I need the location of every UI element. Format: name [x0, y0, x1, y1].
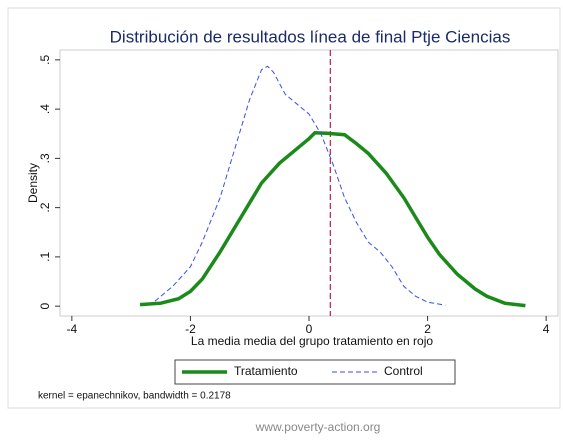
y-tick-label: 0 [38, 302, 52, 309]
chart-title: Distribución de resultados línea de fina… [110, 27, 511, 46]
y-tick-label: .4 [38, 104, 52, 114]
note: kernel = epanechnikov, bandwidth = 0.217… [38, 391, 231, 402]
x-tick-label: -4 [67, 322, 78, 336]
plot-area [59, 49, 559, 317]
x-axis-label: La media media del grupo tratamiento en … [191, 334, 433, 348]
y-axis-label: Density [26, 163, 40, 203]
density-line [154, 65, 446, 306]
y-tick-label: .2 [38, 202, 52, 212]
x-tick-label: 0 [306, 322, 313, 336]
x-tick-label: 2 [424, 322, 431, 336]
x-tick-label: 4 [543, 322, 550, 336]
x-tick-label: -2 [185, 322, 196, 336]
source: www.poverty-action.org [255, 420, 381, 434]
y-tick-label: .1 [38, 252, 52, 262]
legend-label: Control [384, 364, 423, 378]
legend-label: Tratamiento [234, 364, 298, 378]
y-tick-label: .5 [38, 55, 52, 65]
density-line [139, 130, 526, 308]
y-tick-label: .3 [38, 153, 52, 163]
